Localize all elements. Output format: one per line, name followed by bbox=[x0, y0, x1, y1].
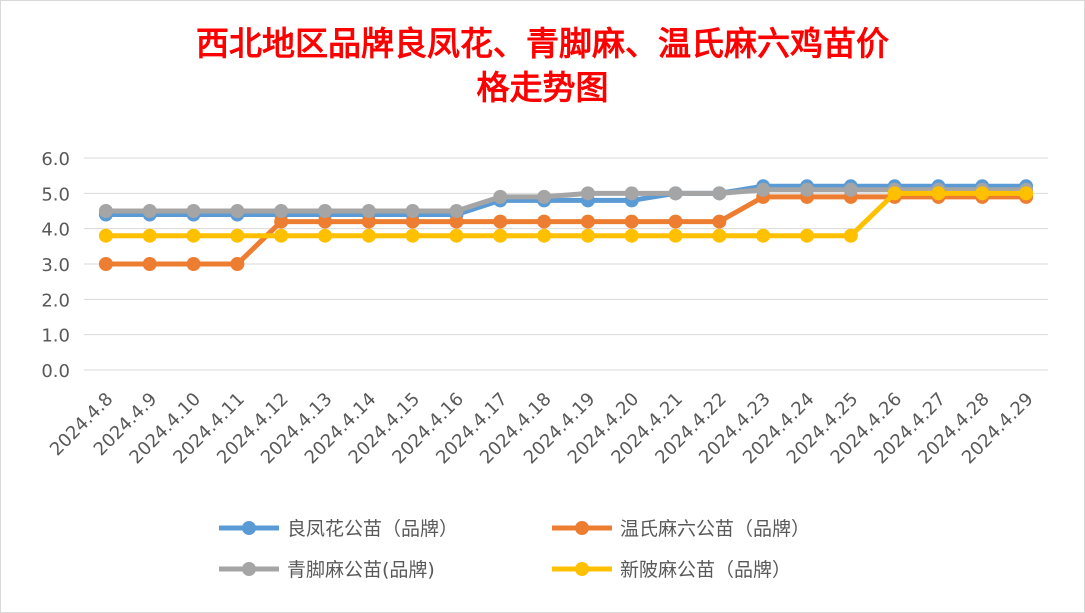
legend-label: 新陂麻公苗（品牌） bbox=[620, 559, 791, 581]
data-point bbox=[186, 257, 201, 271]
data-point bbox=[186, 228, 201, 243]
data-point bbox=[186, 204, 201, 218]
data-point bbox=[98, 204, 113, 218]
legend: 良凤花公苗（品牌） 温氏麻六公苗（品牌） 青脚麻公苗(品牌) 新陂麻公苗（品牌） bbox=[219, 518, 810, 581]
data-point bbox=[580, 228, 595, 243]
data-point bbox=[624, 214, 639, 229]
legend-item: 温氏麻六公苗（品牌） bbox=[552, 518, 810, 540]
y-tick-label: 6.0 bbox=[41, 149, 70, 170]
chart-title-line-2: 格走势图 bbox=[476, 68, 609, 107]
data-point bbox=[843, 182, 858, 197]
data-point bbox=[712, 214, 727, 229]
data-point bbox=[274, 228, 289, 243]
y-tick-label: 3.0 bbox=[41, 255, 70, 276]
data-point bbox=[624, 228, 639, 243]
series-line bbox=[105, 194, 1027, 267]
y-tick-label: 5.0 bbox=[41, 184, 70, 205]
data-point bbox=[800, 182, 814, 197]
series-2 bbox=[98, 182, 1034, 218]
series-1 bbox=[98, 189, 1034, 271]
data-point bbox=[274, 204, 289, 218]
data-point bbox=[975, 186, 990, 201]
data-point bbox=[405, 204, 420, 218]
data-point bbox=[318, 214, 332, 229]
chart-title-line-1: 西北地区品牌良凤花、青脚麻、温氏麻六鸡苗价 bbox=[196, 24, 889, 63]
data-point bbox=[537, 214, 552, 229]
data-point bbox=[142, 204, 157, 218]
data-point bbox=[580, 186, 595, 201]
legend-swatch-marker bbox=[242, 562, 256, 576]
series-line bbox=[105, 187, 1027, 214]
series-3 bbox=[98, 186, 1034, 243]
data-point bbox=[449, 214, 464, 229]
data-point bbox=[537, 228, 552, 243]
data-point bbox=[493, 228, 508, 243]
data-point bbox=[230, 204, 245, 218]
y-axis-ticks: 0.0 1.0 2.0 3.0 4.0 5.0 6.0 bbox=[41, 149, 70, 382]
data-point bbox=[756, 182, 771, 197]
gridlines bbox=[84, 157, 1048, 371]
legend-swatch-marker bbox=[242, 521, 256, 535]
data-point bbox=[712, 186, 727, 201]
data-point bbox=[624, 186, 639, 201]
data-point bbox=[843, 228, 858, 243]
data-point bbox=[98, 228, 113, 243]
legend-label: 温氏麻六公苗（品牌） bbox=[620, 518, 810, 540]
legend-item: 青脚麻公苗(品牌) bbox=[219, 559, 435, 581]
data-point bbox=[493, 214, 508, 229]
legend-label: 青脚麻公苗(品牌) bbox=[287, 559, 435, 581]
data-point bbox=[361, 228, 376, 243]
data-point bbox=[668, 228, 683, 243]
data-point bbox=[98, 257, 113, 271]
data-point bbox=[449, 204, 464, 218]
data-point bbox=[361, 214, 376, 229]
y-tick-label: 0.0 bbox=[41, 361, 70, 382]
y-tick-label: 4.0 bbox=[41, 220, 70, 241]
series-line bbox=[105, 183, 1027, 218]
data-point bbox=[230, 257, 245, 271]
data-point bbox=[580, 214, 595, 229]
data-point bbox=[405, 214, 420, 229]
data-point bbox=[361, 204, 376, 218]
x-axis-ticks: 2024.4.82024.4.92024.4.102024.4.112024.4… bbox=[46, 389, 1038, 469]
data-point bbox=[405, 228, 420, 243]
data-point bbox=[493, 189, 508, 204]
data-point bbox=[887, 186, 902, 201]
chart-title: 西北地区品牌良凤花、青脚麻、温氏麻六鸡苗价 格走势图 bbox=[90, 22, 995, 110]
data-point bbox=[537, 189, 552, 204]
data-point bbox=[142, 228, 157, 243]
data-point bbox=[756, 228, 771, 243]
data-point bbox=[318, 204, 332, 218]
data-point bbox=[1019, 186, 1034, 201]
data-point bbox=[230, 228, 245, 243]
legend-label: 良凤花公苗（品牌） bbox=[287, 518, 458, 540]
legend-item: 良凤花公苗（品牌） bbox=[219, 518, 458, 540]
data-point bbox=[800, 228, 814, 243]
legend-item: 新陂麻公苗（品牌） bbox=[552, 559, 791, 581]
y-tick-label: 2.0 bbox=[41, 290, 70, 311]
data-point bbox=[449, 228, 464, 243]
legend-swatch-marker bbox=[575, 562, 589, 576]
series-line bbox=[105, 190, 1027, 239]
data-point bbox=[142, 257, 157, 271]
data-point bbox=[274, 214, 289, 229]
y-tick-label: 1.0 bbox=[41, 326, 70, 347]
data-point bbox=[668, 186, 683, 201]
data-point bbox=[931, 186, 946, 201]
data-point bbox=[318, 228, 332, 243]
legend-swatch-marker bbox=[575, 521, 589, 535]
data-point bbox=[668, 214, 683, 229]
data-point bbox=[712, 228, 727, 243]
series-lines bbox=[98, 179, 1034, 271]
